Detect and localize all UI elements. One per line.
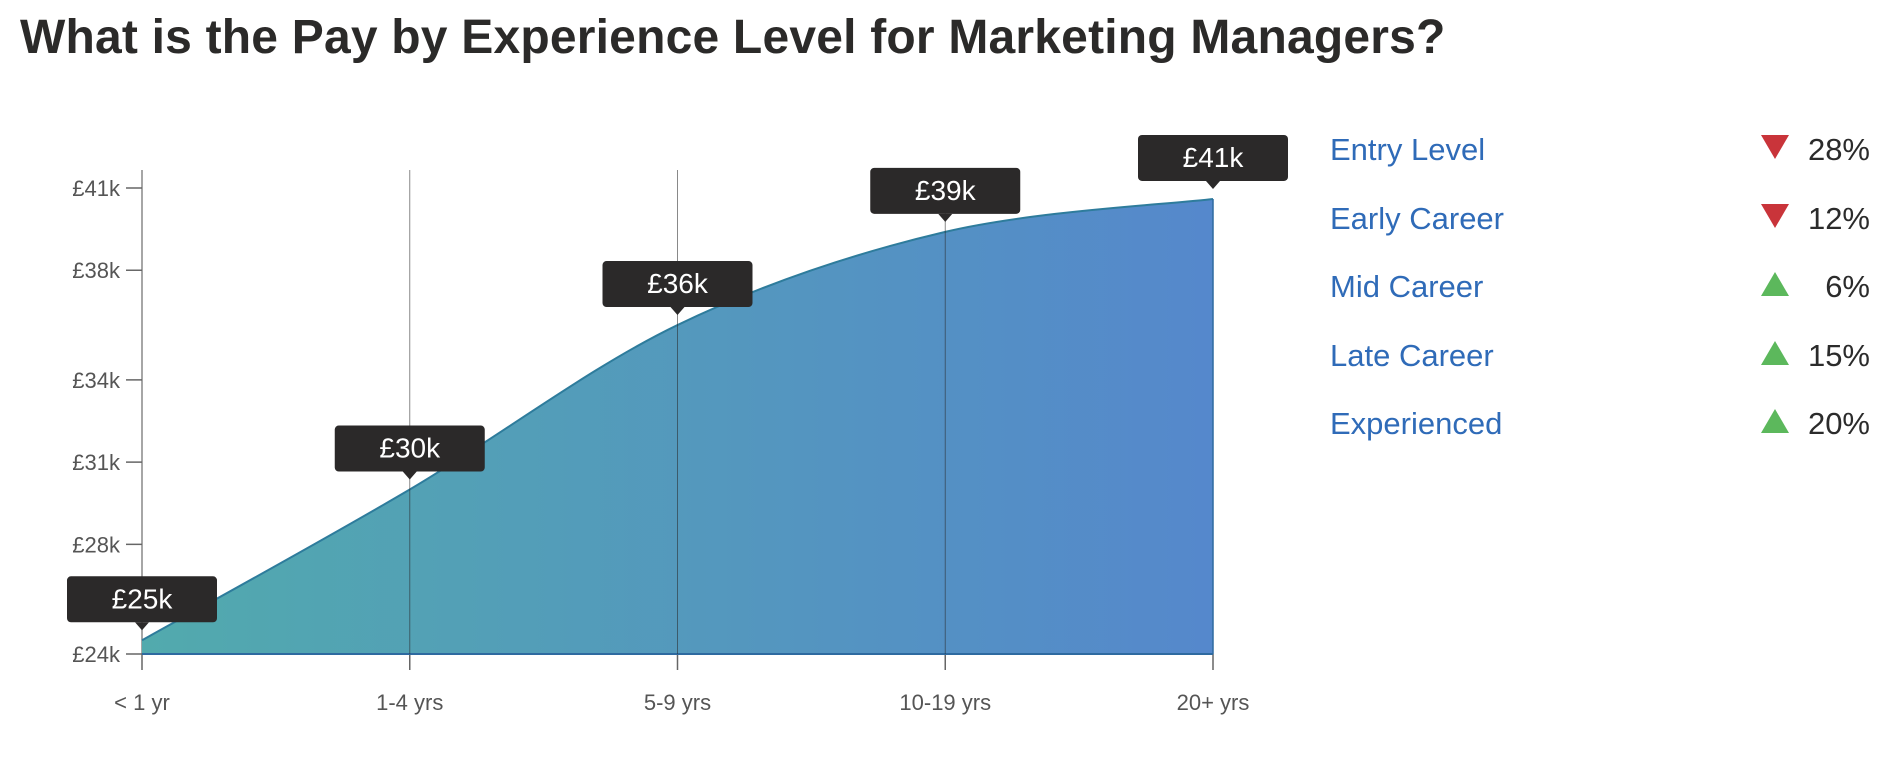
- down-triangle-icon: [1761, 135, 1789, 159]
- legend-row-mid-career: Mid Career 6%: [1330, 255, 1870, 324]
- x-tick-label: 5-9 yrs: [644, 690, 711, 715]
- up-triangle-icon: [1761, 340, 1789, 365]
- y-tick-label: £41k: [72, 176, 121, 201]
- data-label-box: [334, 425, 485, 472]
- data-label: £41k: [1138, 134, 1288, 189]
- legend-row-experienced: Experienced 20%: [1330, 392, 1870, 461]
- data-label-pointer: [1206, 180, 1220, 189]
- data-label-box: [870, 167, 1021, 214]
- data-label-text: £39k: [915, 175, 977, 206]
- x-tick-label: 1-4 yrs: [376, 690, 443, 715]
- y-tick-label: £34k: [72, 368, 121, 393]
- legend-percent: 15%: [1807, 337, 1870, 373]
- page-title: What is the Pay by Experience Level for …: [20, 11, 1446, 64]
- y-tick-label: £38k: [72, 258, 121, 283]
- y-tick-label: £24k: [72, 642, 121, 667]
- legend-label[interactable]: Early Career: [1330, 200, 1504, 236]
- legend-percent: 20%: [1807, 406, 1870, 441]
- legend-label[interactable]: Mid Career: [1330, 269, 1484, 304]
- data-label: £39k: [870, 167, 1021, 222]
- legend-label[interactable]: Experienced: [1330, 406, 1503, 441]
- legend-row-entry-level: Entry Level 28%: [1330, 118, 1870, 187]
- up-triangle-icon: [1761, 272, 1789, 296]
- data-label-pointer: [938, 213, 953, 222]
- data-label-text: £36k: [647, 268, 709, 299]
- data-label-box: [602, 261, 753, 308]
- x-tick-label: 20+ yrs: [1177, 690, 1250, 715]
- data-label-text: £25k: [112, 583, 174, 614]
- y-tick-label: £31k: [72, 450, 121, 475]
- data-label-pointer: [670, 307, 685, 316]
- data-label: £25k: [67, 576, 217, 631]
- data-label-text: £30k: [379, 433, 441, 464]
- legend-label[interactable]: Late Career: [1330, 337, 1494, 373]
- data-label-pointer: [402, 471, 417, 480]
- x-tick-label: 10-19 yrs: [899, 690, 991, 715]
- data-label: £36k: [602, 261, 753, 316]
- data-label-box: [67, 576, 217, 623]
- data-label-text: £41k: [1183, 142, 1245, 173]
- down-triangle-icon: [1761, 203, 1789, 228]
- legend-percent: 28%: [1807, 132, 1870, 167]
- legend-percent: 6%: [1825, 269, 1870, 304]
- y-tick-label: £28k: [72, 532, 121, 557]
- legend-row-late-career: Late Career 15%: [1330, 324, 1870, 393]
- data-label-pointer: [135, 622, 149, 631]
- legend-percent: 12%: [1807, 200, 1870, 236]
- legend-label[interactable]: Entry Level: [1330, 132, 1486, 167]
- legend-row-early-career: Early Career 12%: [1330, 187, 1870, 256]
- experience-legend: Entry Level 28% Early Career 12% Mid Car…: [1330, 118, 1870, 461]
- up-triangle-icon: [1761, 409, 1789, 433]
- data-label-box: [1138, 134, 1288, 181]
- data-label: £30k: [334, 425, 485, 480]
- x-tick-label: < 1 yr: [114, 690, 170, 715]
